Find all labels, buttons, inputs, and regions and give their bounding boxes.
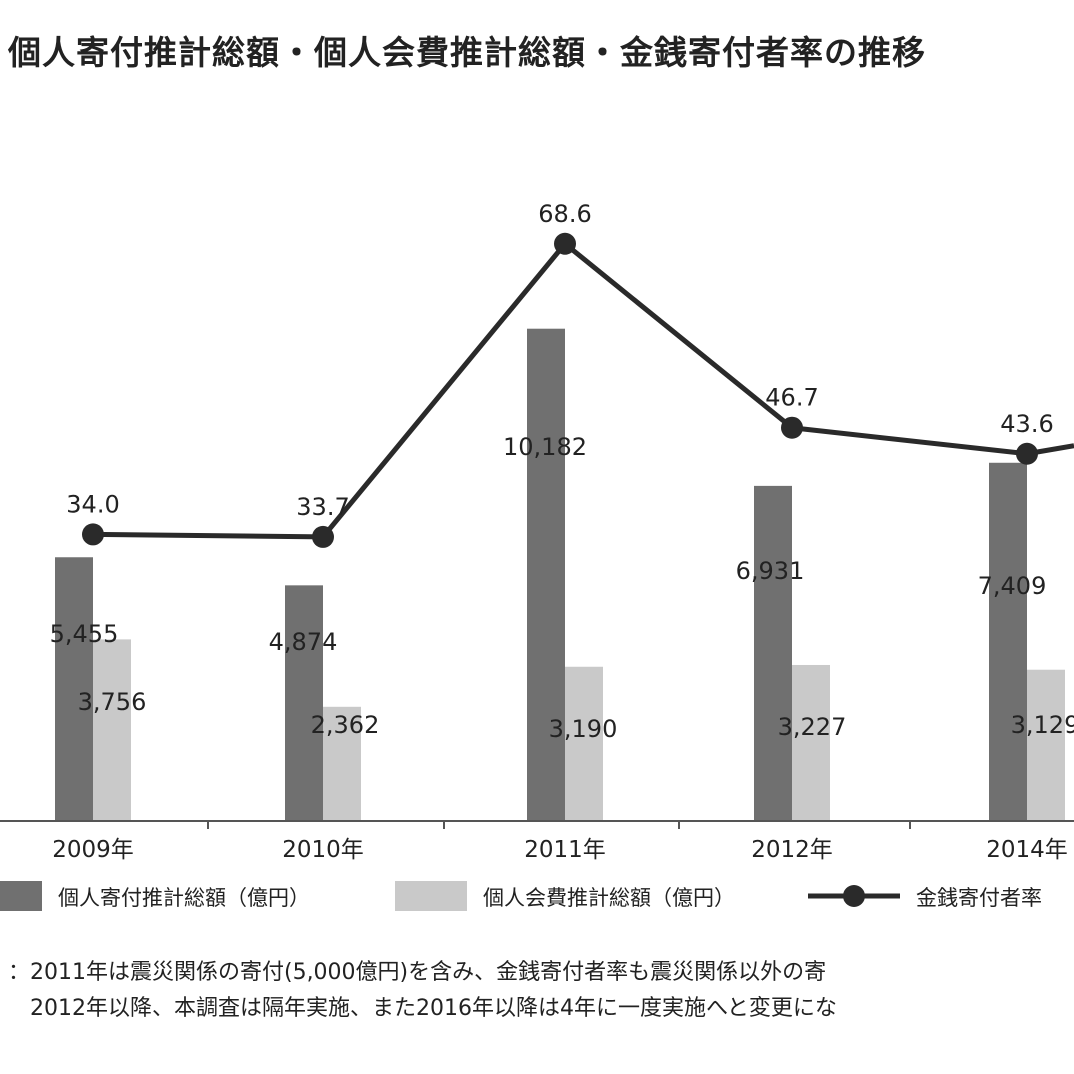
legend-swatch-donation bbox=[0, 881, 42, 911]
data-labels-layer: 34.0 33.7 68.6 46.7 43.6 5,455 3,756 4,874 2,362… bbox=[50, 200, 1074, 743]
bars-layer bbox=[55, 328, 1065, 821]
bar-data-label-donation: 7,409 bbox=[978, 572, 1047, 600]
line-data-label: 34.0 bbox=[66, 490, 119, 518]
bar-data-label-donation: 5,455 bbox=[50, 620, 119, 648]
bar-individual-membership bbox=[565, 666, 603, 821]
line-series-layer bbox=[82, 232, 1074, 548]
footnote-line: 2012年以降、本調査は隔年実施、また2016年以降は4年に一度実施へと変更にな bbox=[8, 996, 837, 1021]
bar-individual-donation bbox=[55, 557, 93, 821]
legend-swatch-membership bbox=[395, 881, 467, 911]
line-point-donor-rate bbox=[554, 232, 576, 255]
line-data-label: 43.6 bbox=[1000, 410, 1053, 438]
legend-label-donation: 個人寄付推計総額（億円） bbox=[58, 886, 310, 910]
bar-data-label-donation: 6,931 bbox=[736, 557, 805, 585]
legend-label-membership: 個人会費推計総額（億円） bbox=[483, 886, 735, 910]
bar-individual-donation bbox=[285, 585, 323, 821]
x-tick-label: 2014年 bbox=[986, 837, 1068, 863]
bar-individual-membership bbox=[1027, 669, 1065, 821]
line-data-label: 68.6 bbox=[538, 200, 591, 228]
bar-data-label-donation: 10,182 bbox=[503, 433, 587, 461]
bar-data-label-donation: 4,874 bbox=[269, 628, 338, 656]
legend-label-donor-rate: 金銭寄付者率 bbox=[916, 886, 1042, 910]
line-point-donor-rate bbox=[1016, 442, 1038, 465]
bar-data-label-membership: 3,129 bbox=[1011, 711, 1074, 739]
line-data-label: 33.7 bbox=[296, 493, 349, 521]
footnote-line: ：2011年は震災関係の寄付(5,000億円)を含み、金銭寄付者率も震災関係以外… bbox=[8, 960, 827, 985]
line-data-label: 46.7 bbox=[765, 384, 818, 412]
line-point-donor-rate bbox=[781, 416, 803, 439]
bar-data-label-membership: 2,362 bbox=[311, 711, 380, 739]
line-point-donor-rate bbox=[82, 523, 104, 546]
bar-individual-donation bbox=[527, 328, 565, 821]
bar-data-label-membership: 3,190 bbox=[549, 715, 618, 743]
bar-individual-membership bbox=[792, 664, 830, 821]
x-tick-label: 2009年 bbox=[52, 837, 134, 863]
x-tick-label: 2011年 bbox=[524, 837, 606, 863]
x-tick-label: 2010年 bbox=[282, 837, 364, 863]
line-point-donor-rate bbox=[312, 525, 334, 548]
legend: 個人寄付推計総額（億円） 個人会費推計総額（億円） 金銭寄付者率 bbox=[0, 881, 1042, 911]
bar-individual-membership bbox=[93, 639, 131, 821]
bar-data-label-membership: 3,756 bbox=[78, 688, 147, 716]
chart-title: 個人寄付推計総額・個人会費推計総額・金銭寄付者率の推移 bbox=[8, 33, 926, 72]
bar-individual-membership bbox=[323, 706, 361, 821]
bar-data-label-membership: 3,227 bbox=[778, 713, 847, 741]
footnotes: ：2011年は震災関係の寄付(5,000億円)を含み、金銭寄付者率も震災関係以外… bbox=[8, 955, 837, 1027]
bar-individual-donation bbox=[989, 462, 1027, 821]
line-donor-rate bbox=[92, 241, 1074, 540]
legend-marker-donor-rate bbox=[843, 885, 865, 907]
x-tick-label: 2012年 bbox=[751, 837, 833, 863]
x-axis-ticks: 2009年 2010年 2011年 2012年 2014年 bbox=[52, 821, 1068, 863]
bar-individual-donation bbox=[754, 485, 792, 821]
